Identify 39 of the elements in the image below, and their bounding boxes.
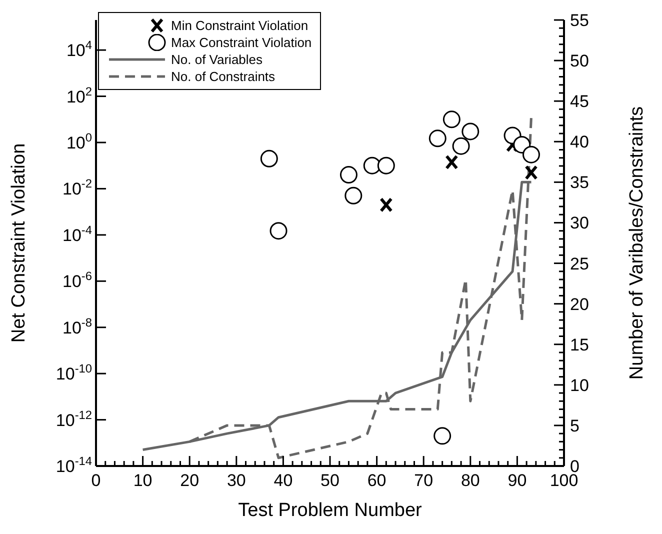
legend-label: No. of Variables xyxy=(171,52,263,67)
y-tick-label: 10$^{4}$ xyxy=(66,38,92,60)
y2-tick-label: 55 xyxy=(570,11,589,30)
x-tick-label: 50 xyxy=(320,471,340,490)
y2-tick-label: 50 xyxy=(570,52,589,71)
y-tick-label: 10$^{0}$ xyxy=(66,130,92,152)
legend-label: Max Constraint Violation xyxy=(171,35,312,50)
y-tick-label: 10$^{-14}$ xyxy=(56,454,92,476)
y2-tick-label: 35 xyxy=(570,173,589,192)
legend-label: No. of Constraints xyxy=(171,69,276,84)
y2-tick-label: 25 xyxy=(570,254,589,274)
x-tick-label: 80 xyxy=(460,471,480,490)
y-axis-title: Net Constraint Violation xyxy=(8,143,30,343)
x-axis-title: Test Problem Number xyxy=(238,500,423,521)
x-tick-label: 30 xyxy=(226,471,246,490)
x-tick-label: 40 xyxy=(274,471,293,490)
y-tick-label: 10$^{2}$ xyxy=(66,84,92,106)
y2-tick-label: 20 xyxy=(570,294,589,314)
x-tick-label: 20 xyxy=(180,471,200,490)
x-tick-label: 60 xyxy=(367,471,386,490)
y2-tick-label: 45 xyxy=(570,92,589,112)
y-tick-label: 10$^{-12}$ xyxy=(56,408,92,430)
y-tick-label: 10$^{-8}$ xyxy=(62,315,92,338)
y2-tick-label: 30 xyxy=(570,214,589,233)
y-tick-label: 10$^{-4}$ xyxy=(62,222,92,245)
y-tick-label: 10$^{-2}$ xyxy=(62,176,92,199)
x-tick-label: 10 xyxy=(133,471,152,490)
y-tick-label: 10$^{-10}$ xyxy=(56,362,92,384)
y2-tick-label: 5 xyxy=(570,416,580,436)
x-tick-label: 0 xyxy=(91,471,101,490)
y2-tick-label: 10 xyxy=(570,376,589,395)
x-tick-label: 100 xyxy=(550,471,578,490)
y2-tick-label: 15 xyxy=(570,335,589,354)
x-tick-label: 70 xyxy=(414,471,434,490)
x-tick-label: 90 xyxy=(508,471,527,490)
legend-label: Min Constraint Violation xyxy=(171,18,308,33)
y-tick-label: 10$^{-6}$ xyxy=(62,269,92,292)
y2-tick-label: 40 xyxy=(570,132,589,152)
y2-axis-title: Number of Varibales/Constraints xyxy=(626,106,648,380)
